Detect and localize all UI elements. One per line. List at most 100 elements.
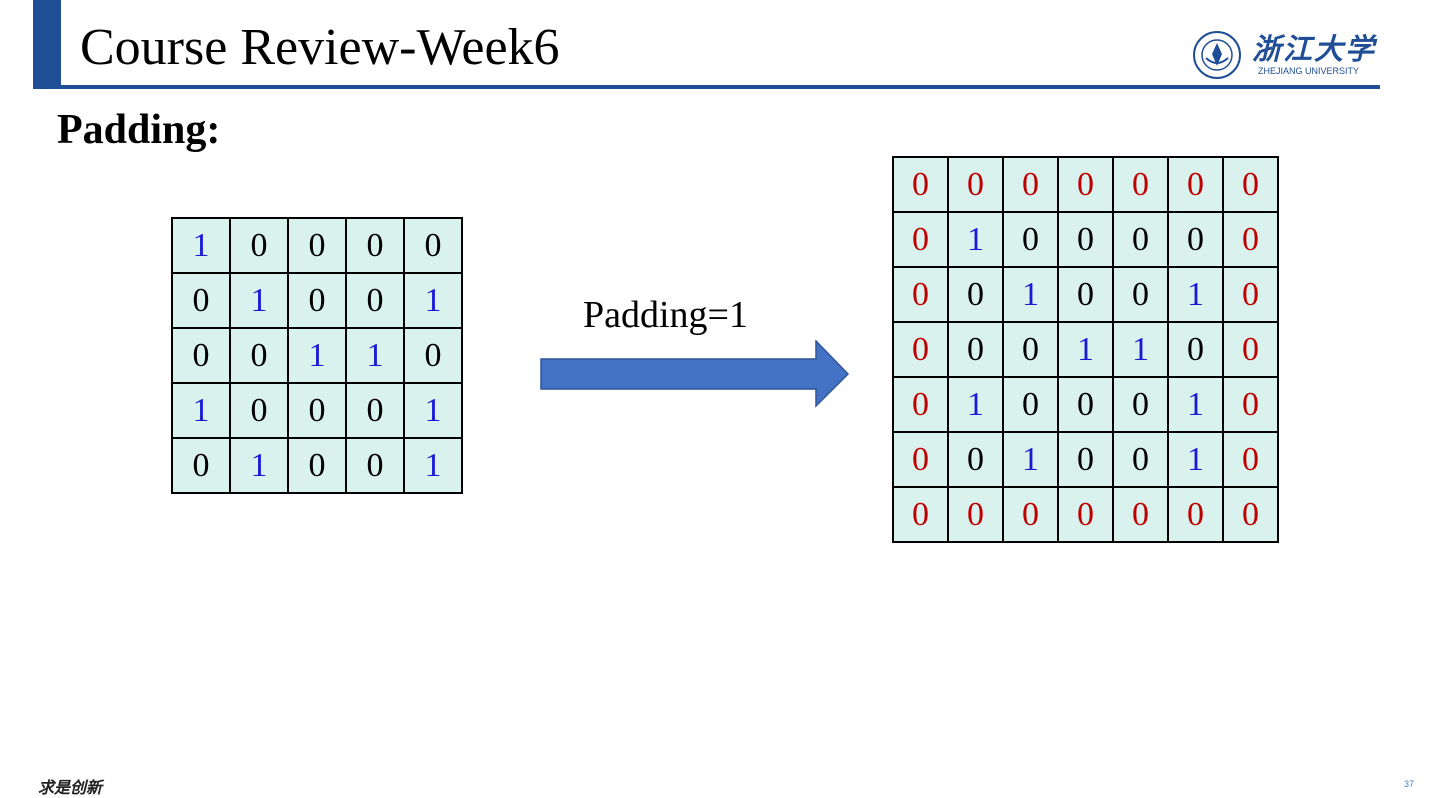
padding-cell: 0 [892, 321, 949, 378]
padding-cell: 0 [892, 211, 949, 268]
padding-cell: 0 [1222, 156, 1279, 213]
matrix-cell: 0 [403, 217, 463, 274]
slide-title: Course Review-Week6 [80, 19, 560, 76]
matrix-cell: 0 [1057, 431, 1114, 488]
padding-cell: 0 [1112, 486, 1169, 543]
matrix-cell: 0 [229, 327, 289, 384]
right-arrow-icon [540, 340, 850, 408]
padding-cell: 0 [1167, 486, 1224, 543]
matrix-cell: 0 [1002, 321, 1059, 378]
matrix-cell: 0 [947, 431, 1004, 488]
matrix-cell: 0 [229, 382, 289, 439]
matrix-cell: 0 [1112, 266, 1169, 323]
padding-cell: 0 [1002, 486, 1059, 543]
matrix-cell: 1 [1002, 266, 1059, 323]
matrix-cell: 1 [171, 382, 231, 439]
matrix-cell: 1 [345, 327, 405, 384]
matrix-cell: 0 [1112, 431, 1169, 488]
padding-cell: 0 [892, 156, 949, 213]
university-name-cn: 浙江大学 [1252, 32, 1377, 66]
matrix-cell: 1 [229, 437, 289, 494]
matrix-cell: 1 [403, 272, 463, 329]
padding-cell: 0 [892, 486, 949, 543]
padding-cell: 0 [1222, 211, 1279, 268]
padding-cell: 0 [947, 486, 1004, 543]
university-name-en: ZHEJIANG UNIVERSITY [1258, 66, 1360, 76]
matrix-cell: 1 [1167, 431, 1224, 488]
padding-cell: 0 [1167, 156, 1224, 213]
padding-cell: 0 [947, 156, 1004, 213]
footer-motto: 求是创新 [38, 778, 103, 797]
matrix-cell: 0 [1057, 376, 1114, 433]
matrix-cell: 0 [345, 217, 405, 274]
matrix-cell: 1 [947, 211, 1004, 268]
matrix-cell: 0 [287, 382, 347, 439]
matrix-cell: 0 [171, 437, 231, 494]
matrix-cell: 1 [403, 437, 463, 494]
matrix-cell: 1 [287, 327, 347, 384]
padding-cell: 0 [1222, 266, 1279, 323]
matrix-cell: 0 [345, 272, 405, 329]
matrix-cell: 0 [1112, 211, 1169, 268]
matrix-cell: 0 [171, 272, 231, 329]
matrix-cell: 0 [403, 327, 463, 384]
padding-cell: 0 [1057, 156, 1114, 213]
matrix-cell: 1 [1002, 431, 1059, 488]
matrix-cell: 1 [1057, 321, 1114, 378]
matrix-cell: 1 [1167, 376, 1224, 433]
matrix-cell: 0 [947, 266, 1004, 323]
matrix-cell: 1 [229, 272, 289, 329]
matrix-cell: 1 [1167, 266, 1224, 323]
matrix-cell: 1 [403, 382, 463, 439]
padding-cell: 0 [892, 431, 949, 488]
padding-cell: 0 [1222, 431, 1279, 488]
matrix-cell: 0 [1002, 211, 1059, 268]
padding-cell: 0 [892, 266, 949, 323]
zju-seal-icon [1193, 31, 1241, 79]
matrix-cell: 0 [171, 327, 231, 384]
matrix-cell: 0 [229, 217, 289, 274]
matrix-cell: 0 [345, 382, 405, 439]
padding-cell: 0 [1222, 486, 1279, 543]
padding-cell: 0 [1222, 321, 1279, 378]
matrix-cell: 1 [1112, 321, 1169, 378]
matrix-cell: 0 [1057, 211, 1114, 268]
matrix-cell: 0 [287, 217, 347, 274]
padding-cell: 0 [1002, 156, 1059, 213]
title-accent-bar [33, 0, 61, 87]
page-number: 37 [1403, 779, 1414, 789]
matrix-cell: 1 [947, 376, 1004, 433]
arrow-label: Padding=1 [583, 294, 748, 336]
matrix-cell: 0 [287, 272, 347, 329]
padding-cell: 0 [1057, 486, 1114, 543]
title-underline [33, 85, 1380, 89]
matrix-cell: 1 [171, 217, 231, 274]
matrix-cell: 0 [1167, 321, 1224, 378]
matrix-cell: 0 [1112, 376, 1169, 433]
padding-cell: 0 [1112, 156, 1169, 213]
matrix-cell: 0 [947, 321, 1004, 378]
section-heading: Padding: [57, 107, 221, 153]
matrix-cell: 0 [1167, 211, 1224, 268]
matrix-cell: 0 [345, 437, 405, 494]
padding-cell: 0 [1222, 376, 1279, 433]
matrix-cell: 0 [1057, 266, 1114, 323]
matrix-cell: 0 [1002, 376, 1059, 433]
matrix-cell: 0 [287, 437, 347, 494]
university-logo: 浙江大学 ZHEJIANG UNIVERSITY [1190, 26, 1385, 82]
padding-cell: 0 [892, 376, 949, 433]
